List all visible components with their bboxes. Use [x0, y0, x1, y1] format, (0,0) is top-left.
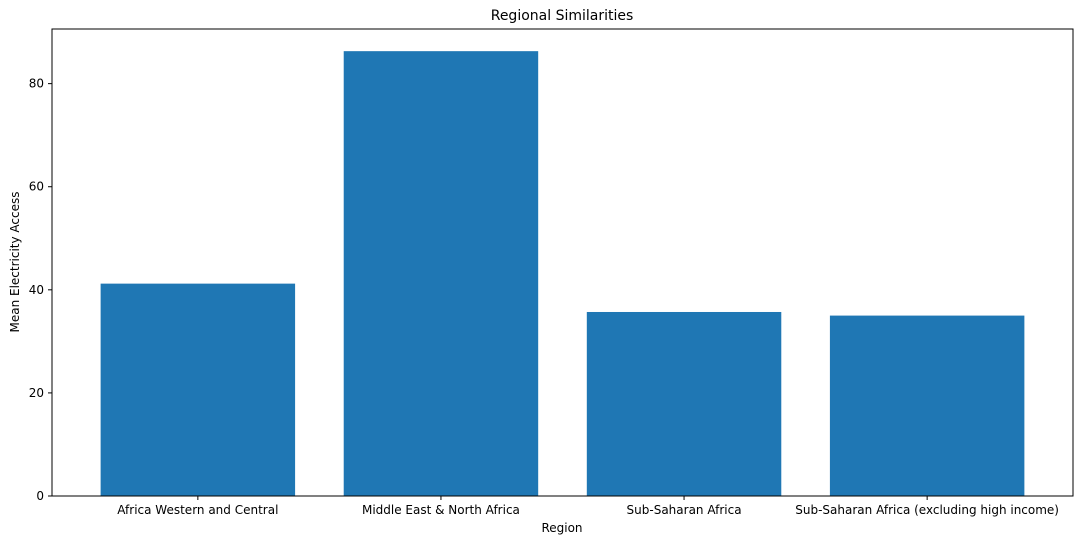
- bar-0: [100, 283, 296, 496]
- y-tick-label-2: 40: [29, 283, 44, 297]
- x-tick-label-0: Africa Western and Central: [117, 503, 278, 517]
- y-tick-label-4: 80: [29, 77, 44, 91]
- axes-frame: [51, 28, 1074, 497]
- bar-1: [343, 51, 539, 496]
- bar-3: [829, 315, 1025, 496]
- x-tick-label-2: Sub-Saharan Africa: [627, 503, 742, 517]
- x-tick-label-3: Sub-Saharan Africa (excluding high incom…: [795, 503, 1059, 517]
- bar-2: [586, 311, 782, 496]
- y-axis-label: Mean Electricity Access: [8, 191, 22, 332]
- chart-title: Regional Similarities: [491, 8, 634, 24]
- y-tick-label-3: 60: [29, 180, 44, 194]
- x-tick-label-1: Middle East & North Africa: [362, 503, 520, 517]
- plot-area: 0 20 40 60 80 Africa Western and Central Middl…: [29, 28, 1074, 517]
- x-axis-label: Region: [541, 521, 582, 535]
- y-tick-label-1: 20: [29, 386, 44, 400]
- y-tick-label-0: 0: [36, 489, 44, 503]
